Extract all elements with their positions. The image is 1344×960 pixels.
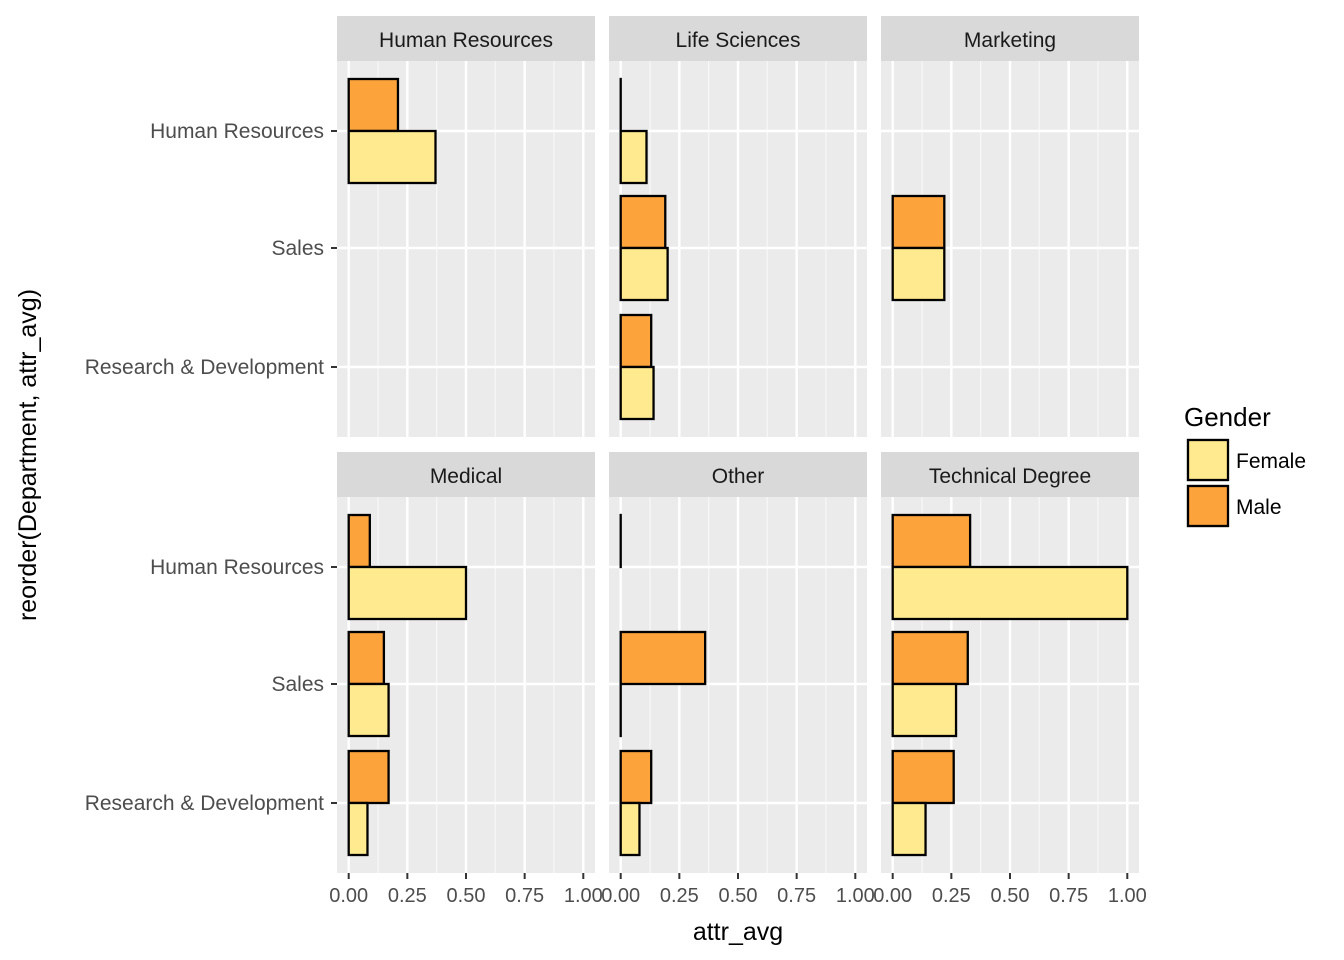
bar-male-human-resources [347,513,371,569]
bar-female-research-and-development [619,801,641,857]
bar-female-sales [891,682,958,738]
y-tick-label: Human Resources [150,120,324,143]
facet-strip [609,452,867,497]
x-tick-label: 0.50 [719,885,758,907]
bar-male-research-and-development [347,749,390,805]
facet-strip-label: Life Sciences [676,29,801,52]
y-axis-title: reorder(Department, attr_avg) [14,289,42,621]
x-tick-label: 0.75 [777,885,816,907]
bar-male-research-and-development [619,313,653,369]
facet-strip-label: Other [712,465,765,488]
x-tick-label: 0.25 [660,885,699,907]
x-tick-label: 0.50 [447,885,486,907]
facet-strip-label: Medical [430,465,502,488]
facet-panel-human-resources: Human Resources Human Resources Sales Resea… [85,16,595,437]
facet-panel-other: Other 0.00 0.25 0.50 0.75 1.00 [601,452,875,907]
bar-male-sales [347,630,386,686]
x-tick-label: 0.75 [1049,885,1088,907]
bar-male-research-and-development [619,749,653,805]
facet-strip [337,16,595,61]
facet-strip [337,452,595,497]
bar-male-research-and-development [891,749,955,805]
bar-male-human-resources [891,513,972,569]
facet-strip-label: Technical Degree [929,465,1091,488]
bar-female-human-resources [619,129,648,185]
x-tick-label: 1.00 [1108,885,1147,907]
facet-strip-label: Human Resources [379,29,553,52]
bar-female-research-and-development [891,801,927,857]
bar-female-human-resources [347,565,468,621]
bar-female-sales [891,246,946,302]
legend: Gender Female Male [1184,402,1306,528]
bar-male-sales [891,194,946,250]
facet-strip [609,16,867,61]
x-tick-label: 0.00 [873,885,912,907]
y-tick-label: Research & Development [85,792,324,815]
facet-strip-label: Marketing [964,29,1056,52]
legend-label-male: Male [1236,496,1282,519]
x-tick-label: 0.75 [505,885,544,907]
bar-female-sales [347,682,390,738]
x-tick-label: 1.00 [836,885,875,907]
bar-male-sales [619,194,667,250]
x-tick-label: 0.00 [329,885,368,907]
facet-strip [881,452,1139,497]
facet-panel-marketing: Marketing [881,16,1139,437]
legend-swatch-female [1186,438,1230,482]
bar-female-sales [619,246,669,302]
facet-panel-life-sciences: Life Sciences [609,16,867,437]
y-tick-label: Human Resources [150,556,324,579]
y-tick-label: Sales [271,673,324,696]
bar-female-research-and-development [619,365,655,421]
x-tick-label: 0.50 [991,885,1030,907]
bar-male-human-resources [347,77,400,133]
bar-female-human-resources [891,565,1129,621]
facet-panel-technical-degree: Technical Degree 0.00 0.25 0.50 0.75 1.00 [873,452,1147,907]
bar-female-human-resources [347,129,437,185]
x-axis-title: attr_avg [693,918,783,946]
x-tick-label: 0.00 [601,885,640,907]
chart-panels: Human Resources Human Resources Sales Resea… [85,16,1147,907]
legend-swatch-male [1186,484,1230,528]
y-tick-label: Sales [271,237,324,260]
legend-title: Gender [1184,402,1271,432]
x-tick-label: 1.00 [564,885,603,907]
bar-female-research-and-development [347,801,369,857]
legend-label-female: Female [1236,450,1306,473]
x-tick-label: 0.25 [388,885,427,907]
y-tick-label: Research & Development [85,356,324,379]
facet-strip [881,16,1139,61]
facet-panel-medical: Medical Human Resources Sales Research & De… [85,452,603,907]
x-tick-label: 0.25 [932,885,971,907]
bar-male-sales [619,630,707,686]
bar-male-sales [891,630,969,686]
